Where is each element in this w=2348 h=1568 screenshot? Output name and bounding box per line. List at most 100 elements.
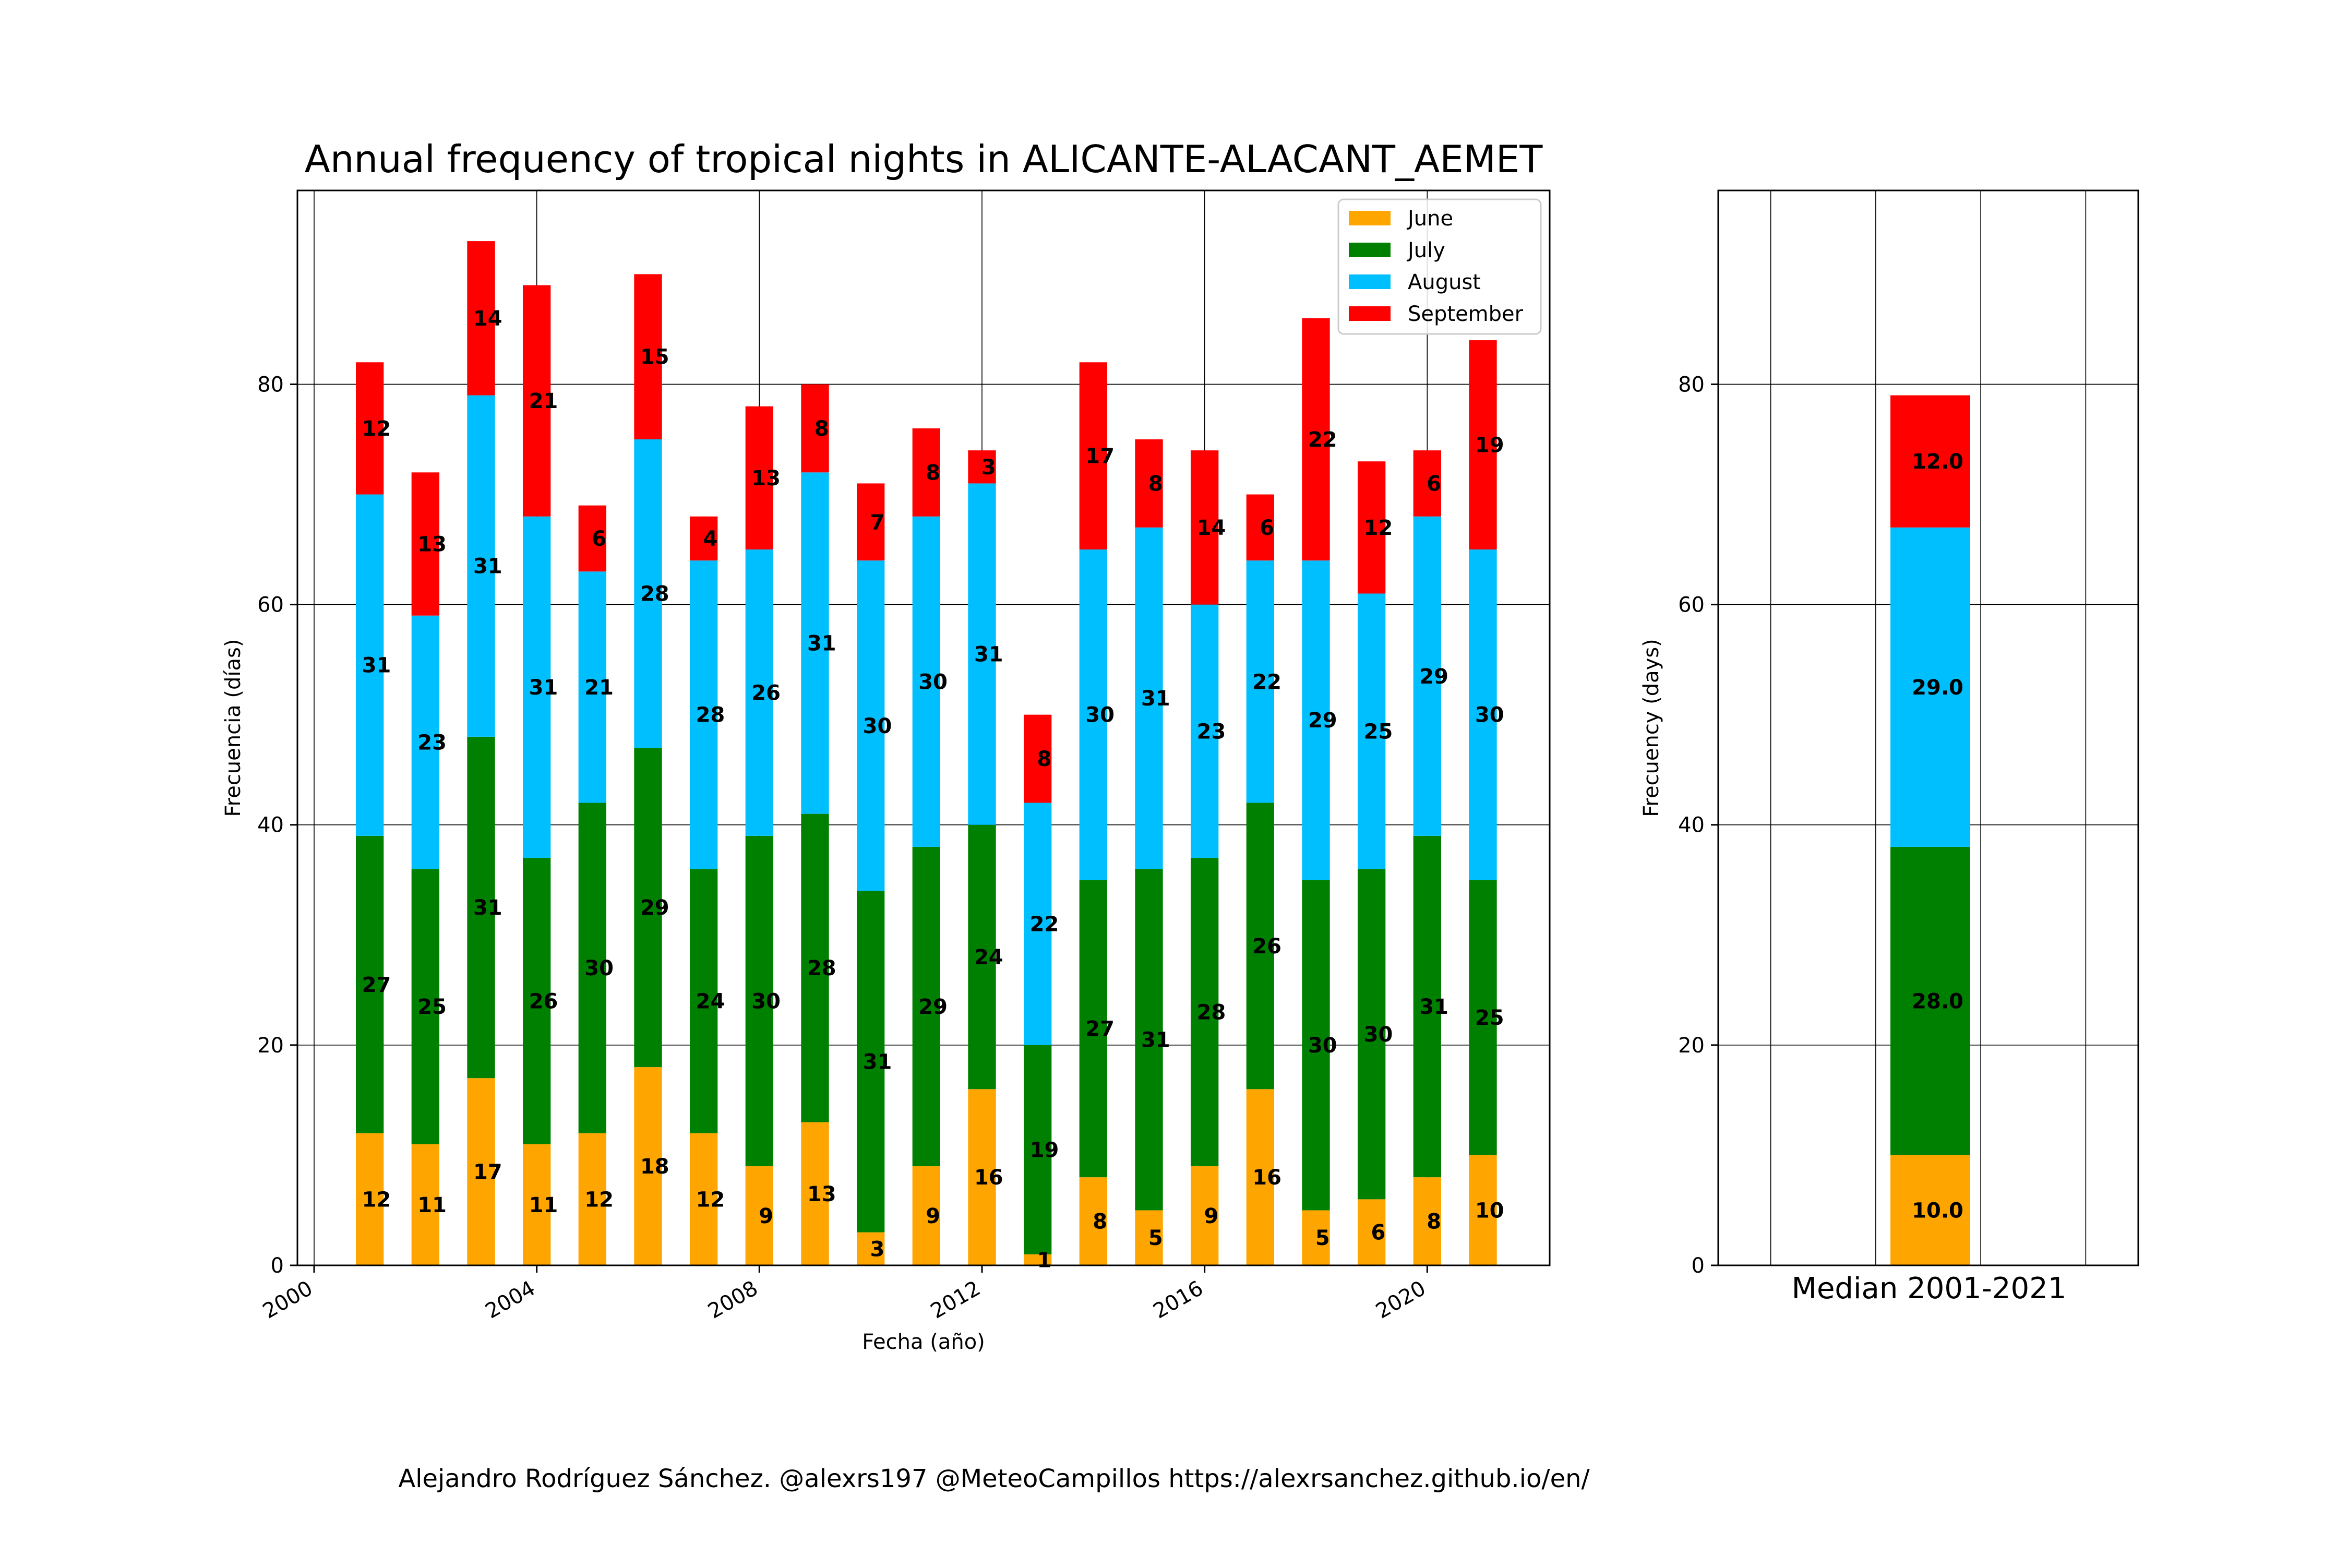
bar-june-2021 [1469, 1155, 1497, 1265]
bar-august-2009 [801, 472, 829, 814]
median-y-tick-label: 80 [1678, 373, 1705, 397]
bar-label-july-2005: 30 [584, 956, 614, 980]
legend-swatch-august [1349, 274, 1391, 289]
legend-box [1337, 198, 1542, 335]
bar-label-august-2011: 30 [918, 670, 948, 694]
bar-june-2010 [857, 1232, 885, 1265]
bar-september-2018 [1302, 318, 1330, 561]
main-y-ticks: 0 20 40 60 80 [257, 373, 297, 1278]
bar-september-2016 [1191, 450, 1219, 605]
bar-label-july-2018: 30 [1308, 1034, 1337, 1058]
median-y-tick-label: 60 [1678, 593, 1705, 617]
bar-june-2011 [912, 1166, 940, 1265]
bar-june-2019 [1358, 1199, 1386, 1265]
bar-september-2012 [968, 450, 996, 484]
bar-label-june-2010: 3 [870, 1237, 885, 1261]
bar-september-2006 [634, 274, 662, 440]
main-y-tick-label: 80 [257, 373, 284, 397]
bar-june-2013 [1024, 1254, 1052, 1265]
bar-label-august-2002: 23 [417, 731, 447, 755]
bar-label-september-2005: 6 [592, 527, 606, 551]
bar-label-august-2009: 31 [807, 631, 836, 655]
bar-june-2001 [356, 1133, 384, 1265]
bar-september-2013 [1024, 714, 1052, 803]
bar-label-july-2001: 27 [362, 973, 391, 997]
bar-june-2020 [1413, 1177, 1441, 1265]
bar-july-2007 [690, 869, 718, 1133]
bar-august-2015 [1135, 527, 1163, 869]
bar-label-july-2008: 30 [751, 989, 781, 1013]
bar-label-september-2001: 12 [362, 417, 391, 441]
legend-swatch-september [1349, 306, 1391, 321]
bar-label-june-2016: 9 [1204, 1204, 1219, 1228]
bar-july-2006 [634, 747, 662, 1068]
bar-august-2017 [1246, 560, 1274, 803]
bar-label-august-2005: 21 [584, 676, 614, 700]
bar-september-2001 [356, 362, 384, 495]
bar-august-2003 [467, 395, 495, 737]
bar-label-august-2020: 29 [1419, 665, 1448, 689]
bar-label-june-2020: 8 [1427, 1210, 1441, 1234]
bar-september-2021 [1469, 340, 1497, 550]
legend: June July August September [1337, 198, 1542, 335]
bar-label-september-2009: 8 [814, 417, 829, 441]
bar-label-september-2014: 17 [1085, 445, 1115, 469]
bar-september-2004 [523, 285, 551, 517]
bar-august-2018 [1302, 560, 1330, 880]
bar-august-2020 [1413, 516, 1441, 836]
main-y-tick-label: 60 [257, 593, 284, 617]
bar-label-august-2003: 31 [473, 555, 502, 579]
bar-july-2018 [1302, 880, 1330, 1211]
bar-september-2003 [467, 241, 495, 396]
bar-july-2012 [968, 824, 996, 1090]
bar-june-2017 [1246, 1089, 1274, 1265]
bar-label-august-2010: 30 [863, 714, 892, 738]
bar-september-2008 [745, 406, 773, 550]
bar-july-2008 [745, 835, 773, 1167]
bar-september-2009 [801, 384, 829, 473]
median-bar-label-august: 29.0 [1912, 676, 1963, 700]
median-bar-july [1890, 846, 1970, 1155]
bar-june-2018 [1302, 1210, 1330, 1265]
bar-label-june-2019: 6 [1371, 1221, 1386, 1245]
bar-september-2002 [411, 472, 439, 616]
main-x-axis-label: Fecha (año) [862, 1330, 985, 1354]
bar-label-june-2012: 16 [974, 1166, 1003, 1190]
bar-label-august-2001: 31 [362, 654, 391, 678]
bar-label-september-2006: 15 [640, 345, 669, 369]
median-bar-labels: 10.0 28.0 29.0 12.0 [1912, 450, 1963, 1223]
legend-swatch-june [1349, 211, 1391, 225]
bar-label-august-2012: 31 [974, 643, 1003, 667]
main-y-tick-label: 20 [257, 1034, 284, 1058]
legend-swatch-july [1349, 243, 1391, 257]
bar-june-2015 [1135, 1210, 1163, 1265]
bar-june-2005 [578, 1133, 606, 1265]
bar-label-june-2011: 9 [926, 1204, 940, 1228]
main-plot-frame [296, 189, 1551, 1266]
bar-august-2002 [411, 615, 439, 869]
bar-label-august-2018: 29 [1308, 709, 1337, 733]
median-bar-label-july: 28.0 [1912, 989, 1963, 1013]
bar-july-2002 [411, 869, 439, 1144]
bar-label-june-2021: 10 [1475, 1199, 1504, 1223]
bar-september-2014 [1079, 362, 1107, 550]
main-y-tick-label: 40 [257, 813, 284, 837]
bar-label-september-2013: 8 [1037, 747, 1052, 771]
median-x-label: Median 2001-2021 [1792, 1272, 2067, 1306]
bar-label-june-2001: 12 [362, 1188, 391, 1212]
bar-july-2013 [1024, 1045, 1052, 1254]
bar-label-june-2002: 11 [417, 1193, 447, 1217]
bar-label-june-2018: 5 [1315, 1226, 1330, 1250]
median-y-ticks: 0 20 40 60 80 [1678, 373, 1718, 1278]
bar-label-august-2019: 25 [1364, 720, 1393, 744]
bar-label-september-2004: 21 [529, 389, 558, 413]
bar-label-september-2002: 13 [417, 533, 447, 557]
bar-july-2020 [1413, 835, 1441, 1178]
bar-august-2014 [1079, 549, 1107, 880]
bar-label-july-2013: 19 [1030, 1138, 1059, 1162]
bar-september-2017 [1246, 494, 1274, 561]
bar-august-2016 [1191, 604, 1219, 858]
bar-label-september-2020: 6 [1427, 472, 1441, 496]
